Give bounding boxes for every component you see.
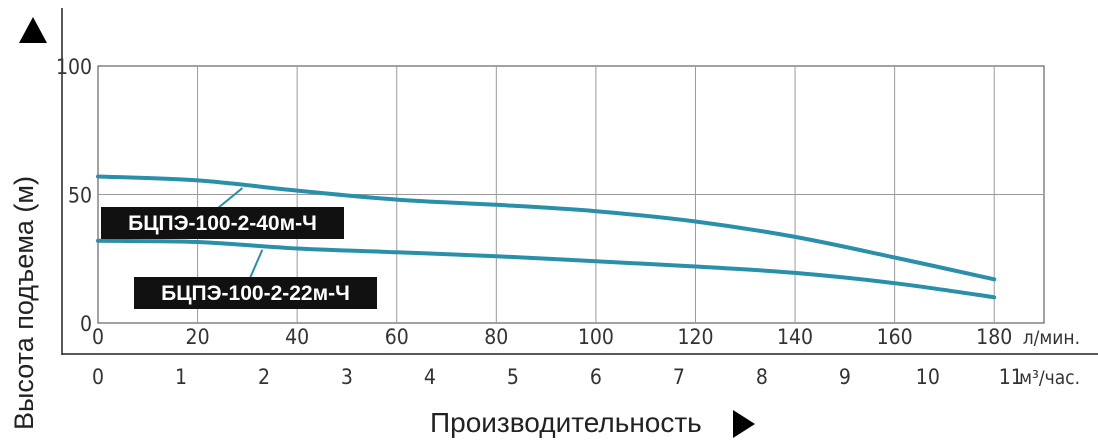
x-tick-label-lpm: 160: [877, 325, 913, 349]
series-tag-label: БЦПЭ-100-2-40м-Ч: [128, 212, 317, 235]
x-tick-label-lpm: 180: [976, 325, 1012, 349]
x-axis-title: Производительность: [430, 407, 702, 438]
x-tick-label-lpm: 60: [385, 325, 409, 349]
series-leader-line: [249, 249, 264, 279]
x-tick-label-m3h: 9: [839, 365, 851, 389]
x-tick-label-m3h: 0: [92, 365, 104, 389]
series-line-1: [96, 174, 997, 282]
x-tick-label-m3h: 4: [424, 365, 436, 389]
x-tick-label-m3h: 7: [673, 365, 685, 389]
y-tick-label: 100: [56, 55, 92, 79]
labels-layer: БЦПЭ-100-2-40м-Ч БЦПЭ-100-2-22м-Ч Высота п…: [9, 17, 755, 438]
x-tick-label-m3h: 1: [175, 365, 187, 389]
x-axis-arrow-icon: [733, 410, 755, 438]
series-tag-label: БЦПЭ-100-2-22м-Ч: [161, 282, 350, 305]
x-tick-label-m3h: 10: [916, 365, 940, 389]
x-tick-label-lpm: 0: [92, 325, 104, 349]
x-tick-label-lpm: 100: [578, 325, 614, 349]
x-tick-label-lpm: 80: [484, 325, 508, 349]
y-axis-title: Высота подъема (м): [9, 176, 39, 430]
x-tick-label-lpm: 40: [285, 325, 309, 349]
y-axis-arrow-icon: [19, 17, 47, 43]
y-tick-label: 0: [80, 312, 92, 336]
x-tick-label-lpm: 140: [777, 325, 813, 349]
axes-layer: 0 50 100 0 20 40 60 80 100 120 140 160 180 л/мин. 0 1 2 3…: [56, 8, 1098, 389]
x-tick-label-m3h: 2: [258, 365, 270, 389]
series-line-2: [96, 238, 997, 300]
curves-layer: [96, 174, 997, 300]
series-leader-line: [217, 187, 244, 209]
x-tick-label-m3h: 5: [507, 365, 519, 389]
x-tick-label-m3h: 3: [341, 365, 353, 389]
x-tick-label-m3h: 11: [999, 365, 1023, 389]
x-unit-m3h: м³/час.: [1019, 367, 1080, 389]
x-tick-label-lpm: 20: [186, 325, 210, 349]
series-tag-box: [134, 277, 377, 309]
series-tag-box: [101, 207, 344, 239]
x-unit-lpm: л/мин.: [1023, 327, 1080, 349]
x-tick-label-lpm: 120: [677, 325, 713, 349]
y-tick-label: 50: [68, 184, 92, 208]
x-tick-label-m3h: 8: [756, 365, 768, 389]
x-tick-label-m3h: 6: [590, 365, 602, 389]
